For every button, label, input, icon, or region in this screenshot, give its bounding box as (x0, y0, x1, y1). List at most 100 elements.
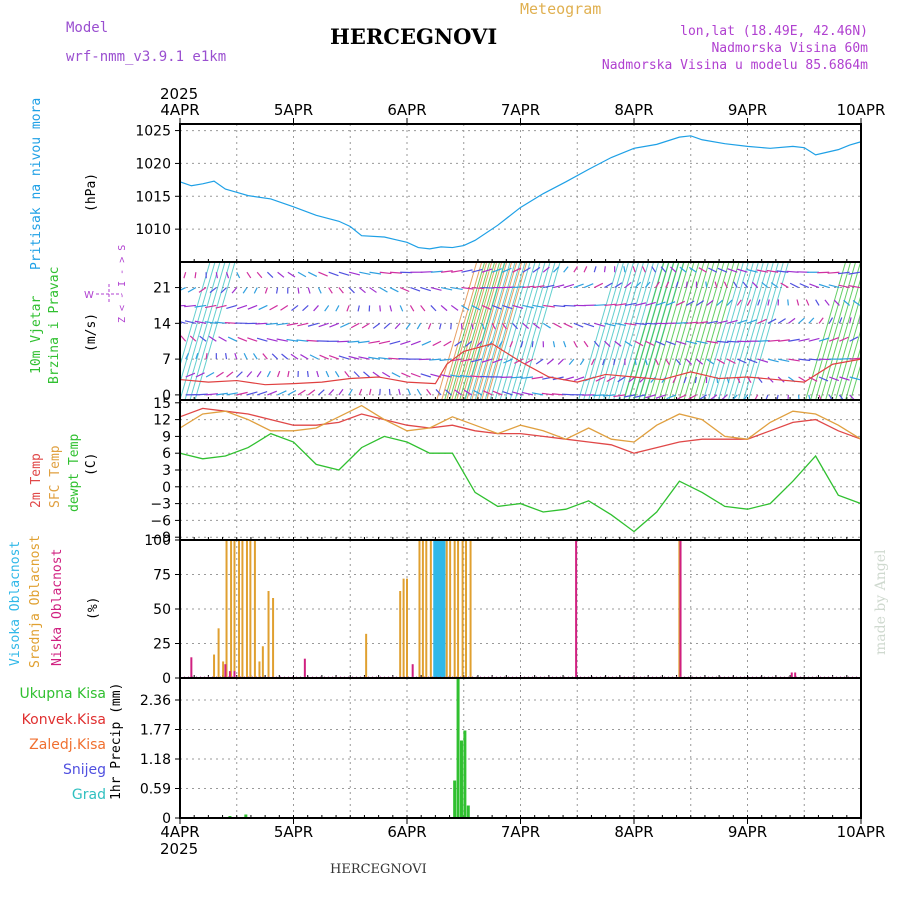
wind-arrow (480, 375, 493, 378)
wind-arrow (532, 322, 540, 329)
wind-arrow (306, 370, 309, 378)
wind-arrow (205, 304, 217, 309)
wind-arrow (258, 304, 268, 311)
y-tick-label: 7 (162, 352, 171, 368)
wind-arrow (798, 338, 810, 342)
wind-arrow (849, 376, 861, 381)
wind-arrow (344, 371, 350, 378)
y-tick-label: 0 (162, 811, 171, 827)
wind-arrow (420, 271, 433, 273)
wind-arrow (634, 340, 644, 347)
y-tick-label: 2.36 (140, 693, 171, 709)
wind-arrow (706, 299, 714, 306)
wind-arrow (225, 272, 230, 279)
wind-arrow (509, 340, 514, 348)
wind-hatch (194, 262, 236, 400)
wind-arrow (716, 340, 729, 344)
wind-hatch (663, 262, 705, 400)
y-tick-label: 1015 (135, 189, 171, 205)
wind-arrow (747, 358, 758, 364)
wind-arrow (297, 271, 307, 278)
wind-arrow (347, 340, 360, 343)
wind-hatch (648, 262, 690, 400)
wind-arrow (502, 267, 512, 273)
wind-arrow (737, 358, 747, 364)
wind-arrow (199, 335, 207, 342)
wind-arrow (439, 358, 452, 362)
wind-arrow (767, 376, 774, 383)
wind-arrow (604, 322, 616, 327)
wind-arrow (848, 285, 860, 289)
wind-arrow (512, 286, 525, 289)
wind-arrow (420, 286, 431, 292)
y-tick-label: 15 (153, 396, 171, 412)
year-label-top: 2025 (160, 85, 198, 103)
wind-arrow (522, 322, 529, 330)
wind-arrow (655, 281, 660, 288)
date-label-top: 8APR (614, 101, 653, 119)
wind-arrow (521, 376, 534, 379)
wind-arrow (346, 305, 350, 312)
wind-arrow (379, 287, 388, 293)
wind-arrow (461, 269, 473, 273)
wind-arrow (440, 286, 453, 291)
wind-arrow (204, 321, 217, 324)
wind-arrow (614, 322, 627, 327)
wind-arrow (798, 376, 807, 383)
wind-arrow (714, 281, 718, 288)
wind-arrow (463, 389, 473, 396)
wind-arrow (405, 322, 411, 330)
wind-arrow (400, 340, 411, 346)
wind-arrow (665, 301, 676, 307)
wind-arrow (329, 322, 340, 328)
wind-arrow (675, 340, 687, 345)
wind-arrow (838, 284, 850, 289)
wind-arrow (307, 287, 311, 294)
y-tick-label: 21 (153, 281, 171, 297)
wind-arrow (818, 337, 830, 342)
wind-arrow (276, 322, 288, 326)
wind-hatch (722, 262, 764, 400)
wind-arrow (318, 322, 329, 328)
wind-hatch (466, 262, 508, 400)
wind-arrow (432, 340, 442, 347)
wind-arrow (399, 287, 410, 293)
wind-arrow (391, 372, 401, 378)
wind-arrow (491, 268, 502, 273)
wind-speed-line (179, 343, 862, 386)
wind-arrow (358, 356, 370, 360)
wind-arrow (551, 393, 564, 396)
wind-arrow (593, 340, 600, 348)
wind-arrow (757, 340, 770, 342)
precip-bar (459, 740, 463, 818)
footer-station: HERCEGNOVI (330, 862, 427, 877)
wind-arrow (215, 304, 227, 309)
wind-arrow (420, 305, 426, 312)
wind-arrow (209, 287, 217, 294)
page-title: HERCEGNOVI (330, 24, 498, 49)
wind-arrow (644, 358, 648, 366)
wind-arrow (746, 376, 752, 384)
wind-arrow (522, 285, 535, 289)
wind-arrow (368, 388, 372, 396)
wind-arrow (770, 282, 779, 289)
wind-arrow (450, 374, 462, 378)
wind-arrow (420, 373, 432, 378)
wind-arrow (483, 390, 493, 396)
y-tick-label: 3 (162, 463, 171, 479)
y-tick-label: −3 (150, 497, 171, 513)
wind-hatch (454, 262, 496, 400)
wind-arrow (592, 394, 605, 397)
wind-hatch (688, 262, 730, 400)
wind-arrow (788, 358, 800, 362)
wind-arrow (256, 390, 268, 396)
wind-arrow (542, 322, 551, 329)
wind-arrow (208, 335, 217, 342)
wind-arrow (460, 358, 472, 362)
wind-arrow (379, 271, 392, 275)
wind-arrow (491, 323, 496, 330)
wind-hatch (449, 262, 491, 400)
wind-arrow (614, 303, 627, 307)
wind-hatch (638, 262, 680, 400)
wind-arrow (255, 322, 268, 325)
